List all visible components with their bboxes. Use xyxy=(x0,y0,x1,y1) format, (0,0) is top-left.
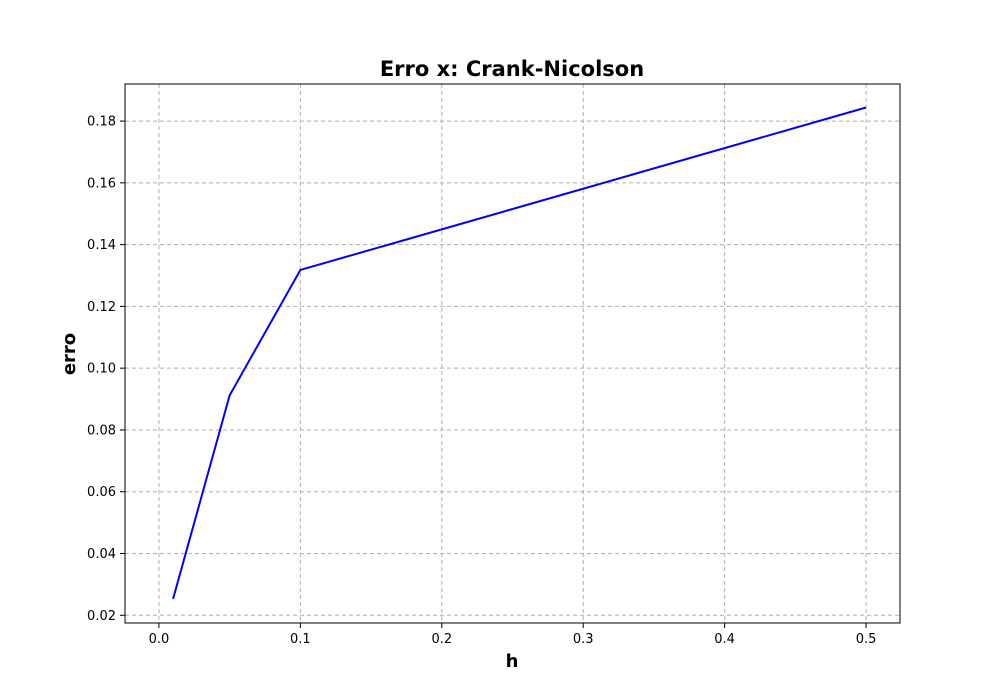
x-tick-label: 0.1 xyxy=(290,632,311,647)
x-tick-label: 0.3 xyxy=(573,632,594,647)
x-tick-label: 0.4 xyxy=(714,632,735,647)
y-tick-label: 0.14 xyxy=(87,238,116,253)
x-tick-label: 0.5 xyxy=(856,632,877,647)
x-tick-label: 0.0 xyxy=(149,632,170,647)
y-tick-label: 0.08 xyxy=(87,423,116,438)
plot-frame xyxy=(124,83,901,624)
series-line xyxy=(172,106,867,600)
chart-title: Erro x: Crank-Nicolson xyxy=(380,57,644,81)
y-tick-label: 0.10 xyxy=(87,362,116,377)
y-tick-label: 0.12 xyxy=(87,300,116,315)
y-tick-label: 0.02 xyxy=(87,609,116,624)
tick-layer: 0.0 0.1 0.2 0.3 0.4 0.5 0.02 0.04 0.06 0.08 0.10 0.… xyxy=(87,115,876,647)
y-axis-label: erro xyxy=(59,333,80,375)
series-layer xyxy=(172,106,867,600)
y-tick-label: 0.06 xyxy=(87,485,116,500)
y-tick-label: 0.04 xyxy=(87,547,116,562)
x-axis-label: h xyxy=(506,651,519,672)
x-tick-label: 0.2 xyxy=(431,632,452,647)
grid-layer xyxy=(125,84,900,623)
y-tick-label: 0.16 xyxy=(87,176,116,191)
y-tick-label: 0.18 xyxy=(87,115,116,130)
